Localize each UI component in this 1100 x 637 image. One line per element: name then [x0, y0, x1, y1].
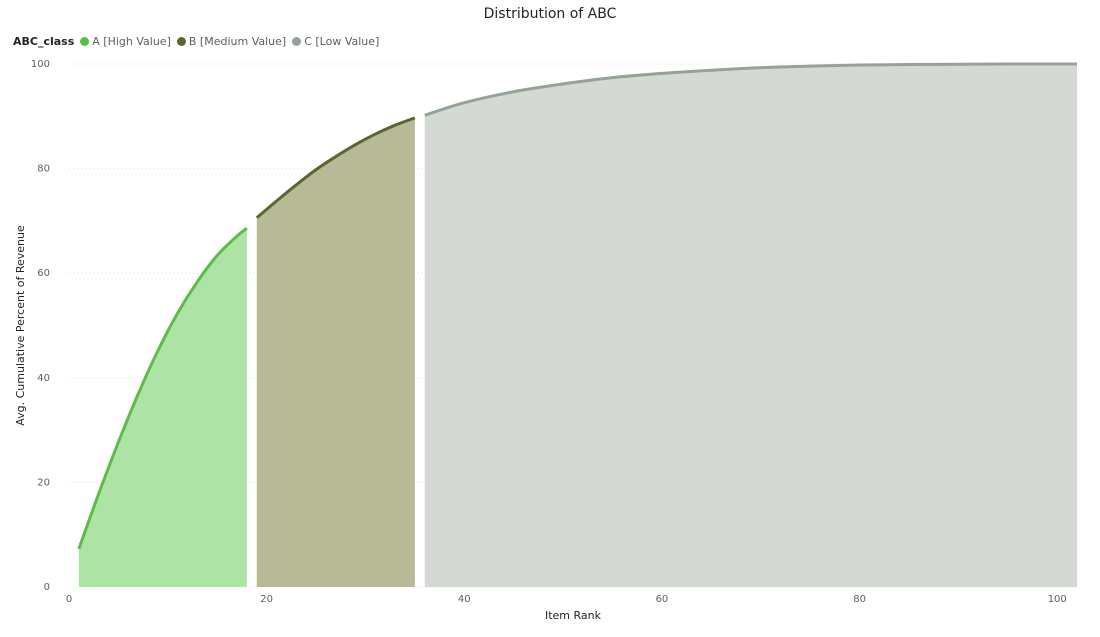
y-tick-label-0: 0	[44, 582, 50, 593]
y-tick-label-80: 80	[37, 164, 50, 175]
y-tick-label-60: 60	[37, 268, 50, 279]
legend: ABC_class A [High Value] B [Medium Value…	[13, 35, 385, 48]
legend-dot-icon	[292, 37, 302, 46]
y-axis-title: Avg. Cumulative Percent of Revenue	[14, 225, 27, 426]
y-axis-ticks: 0 20 40 60 80 100	[31, 59, 50, 593]
y-tick-label-20: 20	[37, 477, 50, 488]
legend-item-c[interactable]: C [Low Value]	[292, 35, 379, 48]
line-series-2[interactable]	[424, 62, 1077, 117]
x-tick-label-80: 80	[853, 594, 866, 605]
legend-item-a[interactable]: A [High Value]	[80, 35, 171, 48]
x-axis-title: Item Rank	[545, 609, 602, 622]
legend-item-b[interactable]: B [Medium Value]	[176, 35, 287, 48]
legend-label-b: B [Medium Value]	[188, 35, 287, 48]
legend-dot-icon	[176, 37, 186, 46]
x-tick-label-100: 100	[1048, 594, 1067, 605]
area-series-1[interactable]	[256, 117, 415, 587]
y-tick-label-40: 40	[37, 373, 50, 384]
x-tick-label-60: 60	[656, 594, 669, 605]
x-tick-label-20: 20	[260, 594, 273, 605]
line-series-0[interactable]	[77, 227, 248, 550]
chart-title: Distribution of ABC	[483, 6, 617, 22]
legend-title: ABC_class	[13, 35, 75, 48]
series-lines	[77, 62, 1077, 550]
x-tick-label-0: 0	[66, 594, 72, 605]
line-series-1[interactable]	[255, 116, 416, 219]
legend-label-c: C [Low Value]	[304, 35, 380, 48]
legend-label-a: A [High Value]	[92, 35, 171, 48]
x-axis-ticks: 0 20 40 60 80 100	[66, 594, 1067, 605]
area-series-2[interactable]	[424, 63, 1077, 587]
y-tick-label-100: 100	[31, 59, 50, 70]
x-tick-label-40: 40	[458, 594, 471, 605]
legend-dot-icon	[80, 37, 90, 46]
area-series-0[interactable]	[78, 228, 247, 588]
series-areas	[78, 63, 1077, 588]
